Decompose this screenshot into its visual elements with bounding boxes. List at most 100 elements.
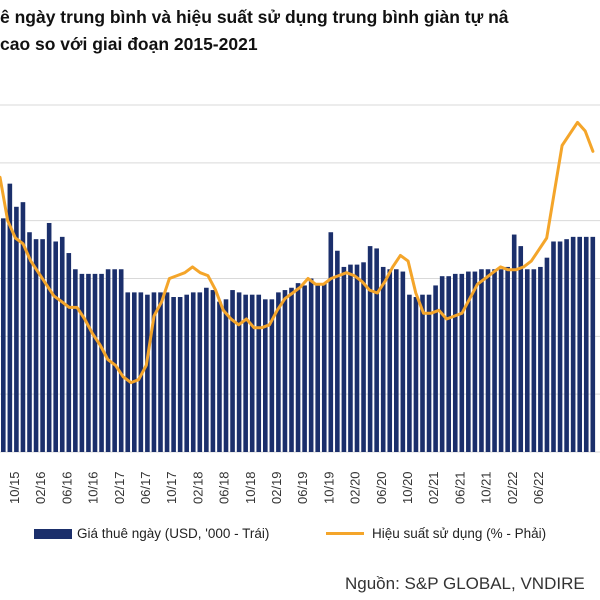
bar	[177, 297, 183, 452]
bar	[511, 234, 517, 452]
bar	[335, 250, 340, 452]
legend-label-bar: Giá thuê ngày (USD, '000 - Trái)	[77, 526, 270, 541]
bar	[1, 218, 6, 452]
bar	[256, 294, 262, 452]
bar	[243, 294, 248, 452]
x-tick-label: 02/16	[33, 471, 48, 504]
bar	[230, 290, 235, 452]
bar	[433, 285, 438, 452]
bar	[53, 241, 58, 452]
line-series	[0, 120, 595, 385]
bar	[380, 266, 386, 452]
bar	[315, 283, 320, 452]
bar	[564, 239, 569, 452]
bar	[557, 241, 563, 452]
bar	[407, 294, 412, 452]
bar	[158, 292, 163, 452]
bar	[420, 294, 425, 452]
bar	[99, 273, 104, 452]
bar	[204, 287, 209, 452]
bar	[164, 292, 170, 452]
bar	[138, 292, 144, 452]
bar	[73, 269, 78, 452]
x-tick-label: 06/19	[295, 471, 310, 504]
bar	[479, 269, 484, 452]
bar	[518, 246, 524, 452]
bar	[498, 269, 504, 452]
bar	[583, 236, 589, 452]
bar	[466, 271, 471, 452]
x-tick-label: 02/19	[269, 471, 284, 504]
bar	[531, 269, 537, 452]
legend-item-bar: Giá thuê ngày (USD, '000 - Trái)	[34, 526, 269, 541]
bar	[184, 294, 189, 452]
bar	[66, 253, 72, 452]
bar	[118, 269, 124, 452]
bar	[551, 241, 556, 452]
bar	[577, 236, 582, 452]
bar	[302, 285, 307, 452]
bar	[295, 283, 301, 452]
x-tick-label: 10/21	[479, 471, 494, 504]
bar	[361, 262, 366, 452]
bar	[263, 299, 268, 452]
bar	[452, 273, 458, 452]
bar	[79, 273, 85, 452]
bar	[217, 301, 222, 452]
x-tick-label: 10/19	[321, 471, 336, 504]
bar	[505, 266, 510, 452]
chart-title-line-2: cao so với giai đoạn 2015-2021	[0, 34, 258, 54]
bar	[223, 299, 229, 452]
bar	[27, 232, 32, 452]
bar	[269, 299, 275, 452]
bar	[33, 239, 39, 452]
bar	[40, 239, 45, 452]
bar	[46, 222, 52, 452]
bar	[367, 246, 373, 452]
x-tick-label: 10/16	[86, 471, 101, 504]
x-tick-label: 06/20	[374, 471, 389, 504]
bar	[538, 266, 543, 452]
bar	[426, 294, 432, 452]
bar	[348, 264, 353, 452]
bar	[190, 292, 196, 452]
x-axis-ticks: 10/15 02/16 06/16 10/16 02/17 06/17 10/17 02/18…	[7, 471, 546, 504]
bar	[276, 292, 281, 452]
chart-title-line-1: ê ngày trung bình và hiệu suất sử dụng t…	[0, 7, 509, 27]
bar	[413, 297, 419, 452]
bar	[197, 292, 203, 452]
bar	[446, 276, 451, 452]
x-tick-label: 02/22	[505, 471, 520, 504]
bar	[439, 276, 445, 452]
bar	[132, 292, 137, 452]
bar	[394, 269, 399, 452]
bar	[282, 290, 288, 452]
chart-title: ê ngày trung bình và hiệu suất sử dụng t…	[0, 4, 600, 58]
bar	[590, 236, 596, 452]
utilization-line	[0, 120, 595, 385]
bar	[472, 271, 478, 452]
bar	[387, 269, 393, 452]
x-tick-label: 02/17	[112, 471, 127, 504]
bar	[328, 232, 334, 452]
source-note: Nguồn: S&P GLOBAL, VNDIRE	[345, 574, 585, 593]
bar	[321, 283, 327, 452]
x-tick-label: 02/21	[426, 471, 441, 504]
x-tick-label: 06/17	[138, 471, 153, 504]
x-tick-label: 06/18	[217, 471, 232, 504]
bar	[289, 287, 294, 452]
bar	[7, 183, 13, 452]
bar	[59, 236, 65, 452]
bar	[374, 248, 379, 452]
bar-series	[1, 183, 596, 452]
bar	[145, 294, 150, 452]
bar	[485, 269, 491, 452]
bar	[151, 292, 157, 452]
legend: Giá thuê ngày (USD, '000 - Trái) Hiệu su…	[0, 520, 600, 550]
x-tick-label: 06/21	[452, 471, 467, 504]
x-tick-label: 10/15	[7, 471, 22, 504]
bar	[14, 206, 19, 452]
bar	[341, 266, 347, 452]
x-tick-label: 02/18	[190, 471, 205, 504]
legend-swatch-line	[326, 532, 364, 535]
